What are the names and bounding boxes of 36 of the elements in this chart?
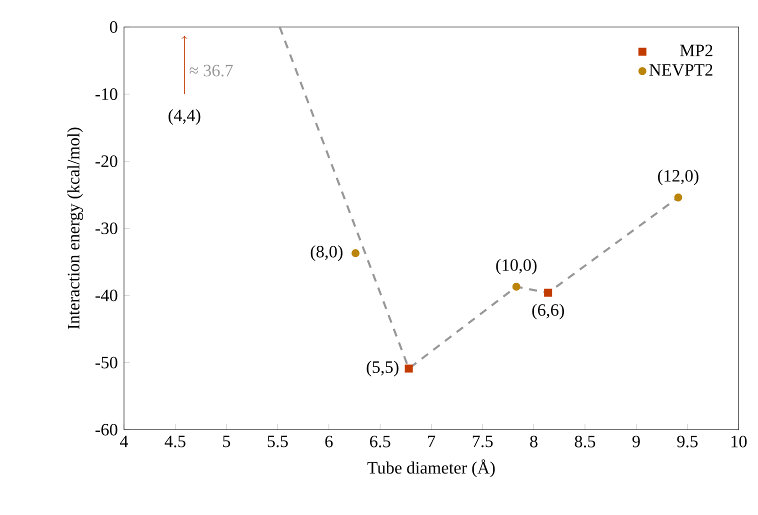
y-tick-label: 0 <box>110 21 118 33</box>
annotation: (10,0) <box>496 258 537 274</box>
y-tick-label: -50 <box>96 356 118 368</box>
y-tick-label: -10 <box>96 88 118 100</box>
x-axis-title: Tube diameter (Å) <box>367 459 495 478</box>
legend-label: MP2 <box>680 44 712 56</box>
y-tick-label: -60 <box>96 424 118 436</box>
annotation: (5,5) <box>366 360 398 376</box>
y-axis-title: Interaction energy (kcal/mol) <box>67 128 84 330</box>
x-tick-label: 10 <box>732 436 747 448</box>
x-tick-label: 5.5 <box>268 436 288 448</box>
point <box>512 282 520 291</box>
x-tick-label: 5 <box>223 436 230 448</box>
x-tick-label: 7.5 <box>472 436 493 448</box>
annotation: (8,0) <box>310 245 343 262</box>
legend-label: NEVPT2 <box>649 64 712 76</box>
point <box>544 288 552 297</box>
x-tick-label: 6.5 <box>370 436 390 448</box>
y-tick-label: -30 <box>96 222 118 234</box>
annotation: (4,4) <box>168 109 200 125</box>
x-tick-label: 8 <box>530 436 538 448</box>
annotation: (12,0) <box>658 169 698 186</box>
point <box>404 364 413 373</box>
x-tick-label: 9.5 <box>677 436 698 448</box>
x-tick-label: 7 <box>428 436 436 448</box>
x-tick-label: 4.5 <box>164 436 186 448</box>
y-tick-label: -40 <box>96 290 118 302</box>
x-tick-label: 4 <box>120 436 128 448</box>
point <box>674 193 682 202</box>
annotation: ≈ 36.7 <box>190 64 233 76</box>
x-tick-label: 9 <box>632 436 640 448</box>
y-tick-label: -20 <box>96 155 118 168</box>
x-tick-label: 6 <box>325 436 333 448</box>
annotation: (6,6) <box>532 304 564 320</box>
x-tick-label: 8.5 <box>574 436 596 448</box>
point <box>352 249 360 258</box>
